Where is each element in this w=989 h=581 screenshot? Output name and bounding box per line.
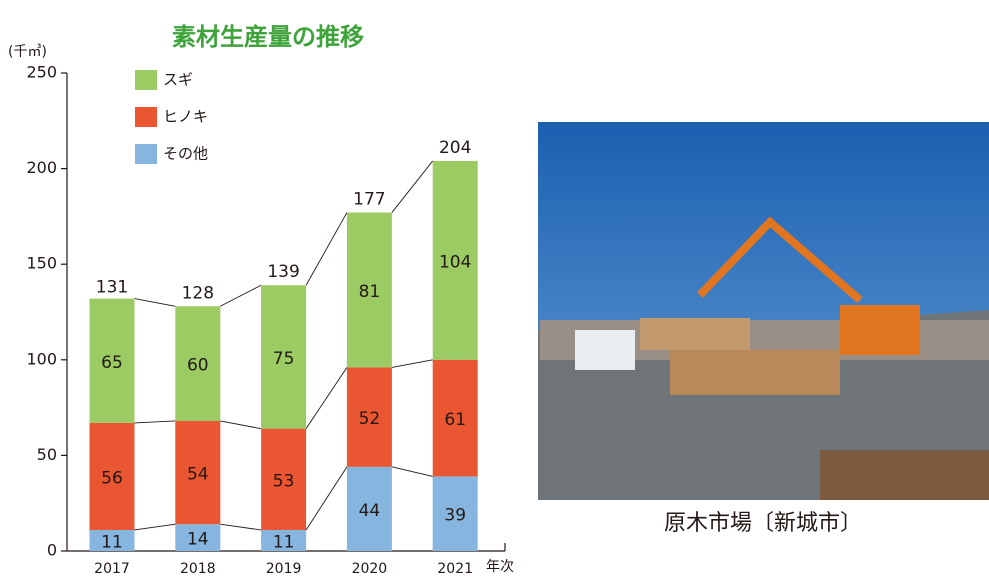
total-label: 204	[439, 138, 471, 158]
photo-log-pile	[670, 350, 840, 395]
x-axis-label: 年次	[486, 559, 514, 575]
bar-segment	[175, 524, 221, 551]
bar-segment	[175, 306, 221, 421]
value-label: 65	[101, 353, 123, 373]
bar-segment	[89, 422, 135, 530]
value-label: 81	[359, 282, 381, 302]
legend-swatch	[135, 107, 157, 127]
total-label: 131	[96, 278, 128, 298]
connector	[220, 284, 262, 307]
legend-label: ヒノキ	[163, 108, 208, 126]
connector	[305, 466, 348, 531]
value-label: 54	[187, 465, 209, 485]
bar-segment	[261, 428, 307, 530]
bar-segment	[432, 160, 478, 360]
connector	[134, 420, 176, 424]
x-tick-label: 2021	[437, 561, 473, 577]
value-label: 39	[444, 506, 466, 526]
legend-swatch	[135, 70, 157, 90]
bar-segment	[346, 367, 392, 467]
photo-foreground-logs	[820, 450, 989, 500]
bar-segment	[261, 529, 307, 551]
total-label: 139	[267, 262, 299, 282]
connector	[220, 420, 262, 430]
connector	[305, 212, 348, 286]
bar-segment	[89, 298, 135, 423]
value-label: 56	[101, 468, 123, 488]
legend-swatch	[135, 144, 157, 164]
bar-segment	[432, 476, 478, 551]
legend-label: その他	[163, 145, 208, 163]
photo-logs	[640, 318, 750, 350]
chart-title: 素材生産量の推移	[172, 23, 364, 51]
value-label: 44	[359, 501, 381, 521]
bar-segment	[89, 529, 135, 551]
y-tick-label: 250	[26, 63, 57, 82]
value-label: 14	[187, 530, 209, 550]
bar-segment	[346, 466, 392, 551]
photo-machine	[840, 305, 920, 355]
bar-segment	[432, 359, 478, 477]
value-label: 53	[273, 471, 295, 491]
connector	[220, 523, 262, 531]
x-tick-label: 2020	[352, 561, 388, 577]
value-label: 61	[444, 410, 466, 430]
bar-segment	[175, 420, 221, 525]
value-label: 11	[273, 532, 295, 552]
photo-caption: 原木市場〔新城市〕	[664, 511, 862, 536]
y-tick-label: 150	[26, 254, 57, 273]
connector	[305, 367, 348, 429]
x-tick-label: 2019	[266, 561, 302, 577]
y-tick-label: 0	[47, 541, 57, 560]
photo	[538, 122, 989, 500]
x-tick-label: 2018	[180, 561, 216, 577]
value-label: 11	[101, 532, 123, 552]
photo-truck	[575, 330, 635, 370]
value-label: 75	[273, 349, 295, 369]
connector	[134, 298, 176, 307]
value-label: 52	[359, 409, 381, 429]
bar-segment	[261, 285, 307, 429]
total-label: 177	[353, 190, 385, 210]
bar-segment	[346, 212, 392, 368]
y-axis-unit: (千㎥)	[8, 44, 47, 60]
value-label: 104	[439, 252, 471, 272]
connector	[391, 466, 433, 477]
x-tick-label: 2017	[94, 561, 130, 577]
connector	[134, 523, 176, 531]
y-tick-label: 50	[37, 445, 57, 464]
legend-label: スギ	[163, 71, 193, 89]
total-label: 128	[182, 283, 214, 303]
y-tick-label: 200	[26, 158, 57, 177]
connector	[391, 160, 434, 213]
y-tick-label: 100	[26, 349, 57, 368]
photo-crane	[697, 216, 863, 304]
value-label: 60	[187, 356, 209, 376]
connector	[391, 359, 433, 368]
